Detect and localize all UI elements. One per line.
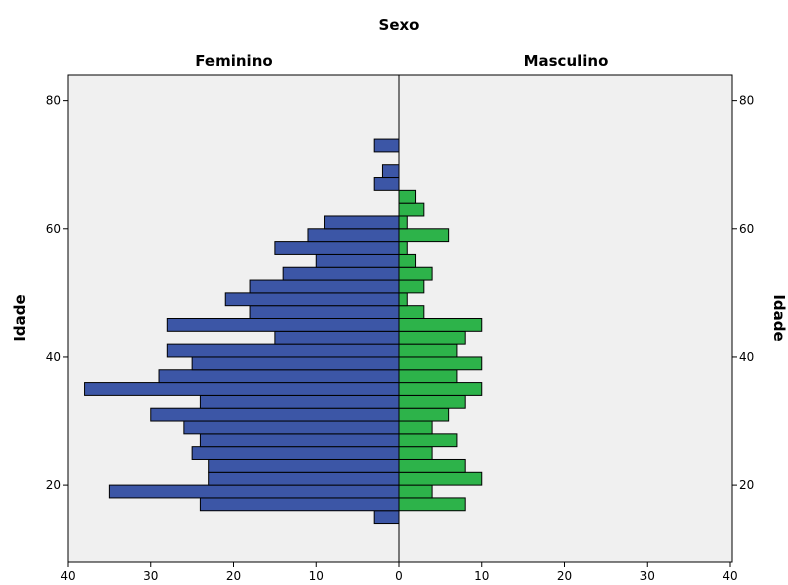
y-tick-label-left-60: 60: [46, 222, 61, 236]
bar-masculino-26: [398, 433, 458, 448]
bar-feminino-18: [108, 484, 400, 499]
bar-masculino-40: [398, 343, 458, 358]
bar-feminino-24: [191, 446, 400, 460]
bar-feminino-58: [307, 228, 400, 243]
y-tick-label-right-40: 40: [739, 350, 754, 364]
y-tick-label-left-80: 80: [46, 94, 61, 108]
y-tick-label-left-40: 40: [46, 350, 61, 364]
bar-feminino-60: [324, 215, 400, 230]
y-tick-label-right-20: 20: [739, 478, 754, 492]
bar-feminino-38: [191, 356, 400, 371]
chart-title: Sexo: [379, 16, 420, 34]
bar-feminino-68: [381, 164, 400, 179]
bar-feminino-26: [199, 433, 400, 448]
bar-masculino-56: [398, 241, 408, 255]
bar-feminino-44: [166, 318, 400, 332]
bar-masculino-60: [398, 215, 408, 230]
bar-masculino-62: [398, 202, 425, 217]
bar-feminino-48: [224, 292, 400, 307]
panel-title-masculino: Masculino: [524, 52, 609, 70]
bar-feminino-56: [274, 241, 400, 255]
y-tick-label-right-60: 60: [739, 222, 754, 236]
bar-masculino-16: [398, 497, 466, 512]
bar-feminino-34: [84, 382, 400, 396]
bar-feminino-66: [373, 177, 400, 191]
panel-title-feminino: Feminino: [195, 52, 272, 70]
bar-masculino-52: [398, 266, 433, 281]
bar-masculino-36: [398, 369, 458, 384]
bar-masculino-20: [398, 471, 483, 486]
bar-masculino-50: [398, 279, 425, 294]
y-tick-label-left-20: 20: [46, 478, 61, 492]
bar-feminino-36: [158, 369, 400, 384]
x-tick-label-1: 30: [143, 569, 158, 583]
bar-feminino-14: [373, 510, 400, 525]
bar-feminino-28: [183, 420, 400, 435]
x-tick-label-3: 10: [309, 569, 324, 583]
y-tick-label-right-80: 80: [739, 94, 754, 108]
bar-masculino-46: [398, 305, 425, 319]
y-axis-title-right: Idade: [770, 294, 788, 341]
x-tick-label-8: 40: [722, 569, 737, 583]
bar-masculino-22: [398, 458, 466, 473]
bar-feminino-72: [373, 138, 400, 153]
bar-feminino-46: [249, 305, 400, 319]
bar-masculino-64: [398, 189, 417, 204]
x-tick-label-7: 30: [640, 569, 655, 583]
x-tick-label-2: 20: [226, 569, 241, 583]
x-tick-label-6: 20: [557, 569, 572, 583]
x-tick-label-5: 10: [474, 569, 489, 583]
bar-feminino-50: [249, 279, 400, 294]
bar-feminino-40: [166, 343, 400, 358]
bar-masculino-38: [398, 356, 483, 371]
plot-area: 20 20 40 40 60 60 80 80 40 30 20 10 0 10 20 30 40: [46, 74, 754, 583]
bar-masculino-54: [398, 253, 417, 268]
bar-masculino-48: [398, 292, 408, 307]
bar-masculino-58: [398, 228, 450, 243]
bar-masculino-44: [398, 318, 483, 332]
bar-feminino-22: [208, 458, 400, 473]
bar-feminino-30: [150, 407, 400, 422]
bar-feminino-54: [315, 253, 400, 268]
bar-feminino-42: [274, 330, 400, 345]
bar-masculino-32: [398, 394, 466, 409]
bar-feminino-32: [199, 394, 400, 409]
x-tick-label-4: 0: [395, 569, 403, 583]
bar-feminino-16: [199, 497, 400, 512]
bar-masculino-24: [398, 446, 433, 460]
bar-masculino-34: [398, 382, 483, 396]
bar-masculino-42: [398, 330, 466, 345]
y-axis-title-left: Idade: [11, 294, 29, 341]
x-tick-label-0: 40: [60, 569, 75, 583]
bar-feminino-52: [282, 266, 400, 281]
bar-masculino-30: [398, 407, 450, 422]
bar-masculino-18: [398, 484, 433, 499]
bar-feminino-20: [208, 471, 400, 486]
bar-masculino-28: [398, 420, 433, 435]
